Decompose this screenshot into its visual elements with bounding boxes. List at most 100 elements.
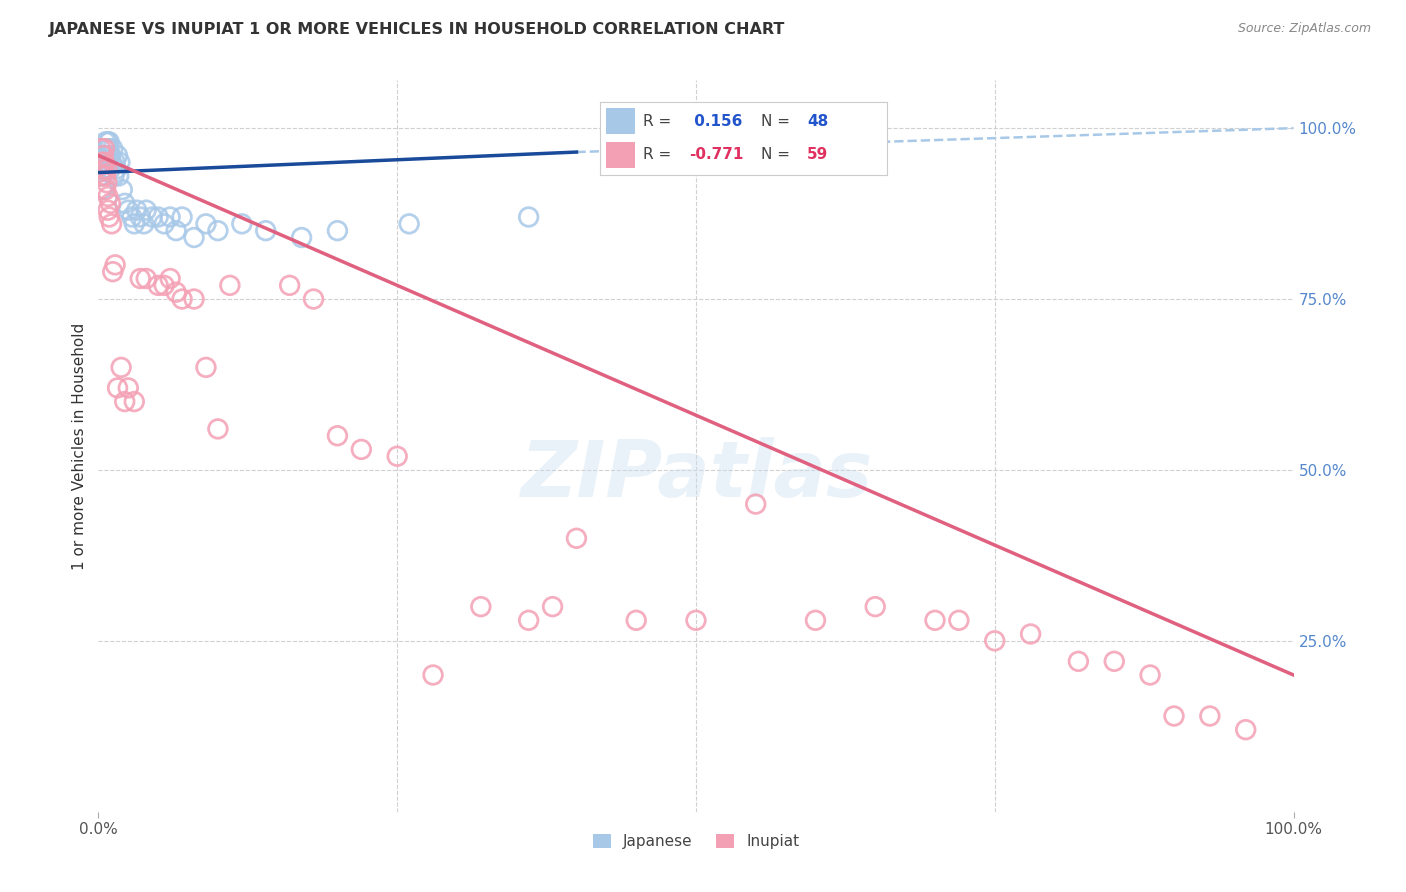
Point bbox=[91, 148, 114, 162]
Point bbox=[984, 633, 1007, 648]
Point bbox=[108, 155, 131, 169]
Point bbox=[124, 217, 146, 231]
Point bbox=[94, 148, 117, 162]
Point bbox=[93, 155, 115, 169]
Point bbox=[326, 224, 349, 238]
Point bbox=[470, 599, 492, 614]
Point bbox=[148, 210, 170, 224]
Point bbox=[1163, 709, 1185, 723]
Point bbox=[107, 169, 129, 183]
Point bbox=[93, 142, 115, 156]
Point bbox=[1139, 668, 1161, 682]
Point bbox=[98, 210, 121, 224]
Point bbox=[153, 278, 176, 293]
Point bbox=[101, 265, 124, 279]
Legend: Japanese, Inupiat: Japanese, Inupiat bbox=[586, 828, 806, 855]
Point bbox=[398, 217, 420, 231]
Point bbox=[105, 162, 128, 177]
Point bbox=[865, 599, 887, 614]
Point bbox=[96, 142, 118, 156]
Point bbox=[94, 135, 117, 149]
Point bbox=[125, 203, 148, 218]
Point bbox=[135, 271, 157, 285]
Point bbox=[132, 217, 155, 231]
Point bbox=[91, 148, 114, 162]
Point bbox=[129, 210, 152, 224]
Point bbox=[1067, 654, 1090, 668]
Point bbox=[98, 148, 122, 162]
Point bbox=[100, 217, 122, 231]
Point bbox=[278, 278, 301, 293]
Point bbox=[141, 210, 163, 224]
Point bbox=[96, 155, 118, 169]
Point bbox=[291, 230, 314, 244]
Y-axis label: 1 or more Vehicles in Household: 1 or more Vehicles in Household bbox=[72, 322, 87, 570]
Point bbox=[385, 449, 409, 463]
Point bbox=[100, 155, 122, 169]
Point bbox=[422, 668, 444, 682]
Point bbox=[172, 292, 194, 306]
Point bbox=[254, 224, 277, 238]
Point bbox=[98, 196, 122, 211]
Point bbox=[195, 217, 218, 231]
Point bbox=[804, 613, 827, 627]
Point bbox=[94, 183, 117, 197]
Point bbox=[1104, 654, 1126, 668]
Point bbox=[745, 497, 768, 511]
Point bbox=[101, 142, 124, 156]
Point bbox=[117, 381, 139, 395]
Point bbox=[91, 169, 114, 183]
Point bbox=[91, 183, 114, 197]
Point bbox=[114, 196, 136, 211]
Point bbox=[541, 599, 564, 614]
Point bbox=[326, 429, 349, 443]
Point bbox=[148, 278, 170, 293]
Point bbox=[98, 162, 122, 177]
Point bbox=[207, 422, 229, 436]
Point bbox=[129, 271, 152, 285]
Point bbox=[517, 210, 540, 224]
Point bbox=[1019, 627, 1042, 641]
Point bbox=[626, 613, 648, 627]
Text: JAPANESE VS INUPIAT 1 OR MORE VEHICLES IN HOUSEHOLD CORRELATION CHART: JAPANESE VS INUPIAT 1 OR MORE VEHICLES I… bbox=[49, 22, 786, 37]
Point bbox=[96, 162, 118, 177]
Point bbox=[90, 169, 112, 183]
Text: Source: ZipAtlas.com: Source: ZipAtlas.com bbox=[1237, 22, 1371, 36]
Point bbox=[90, 142, 112, 156]
Point bbox=[135, 203, 157, 218]
Point bbox=[183, 292, 205, 306]
Point bbox=[685, 613, 707, 627]
Point bbox=[103, 169, 125, 183]
Point bbox=[231, 217, 253, 231]
Point bbox=[97, 148, 120, 162]
Point bbox=[1234, 723, 1257, 737]
Point bbox=[107, 381, 129, 395]
Point bbox=[96, 176, 118, 190]
Point bbox=[98, 135, 121, 149]
Point bbox=[98, 142, 121, 156]
Point bbox=[350, 442, 373, 457]
Point bbox=[111, 183, 134, 197]
Point bbox=[153, 217, 176, 231]
Point bbox=[97, 203, 120, 218]
Point bbox=[94, 169, 117, 183]
Point bbox=[110, 360, 132, 375]
Point bbox=[91, 162, 114, 177]
Point bbox=[195, 360, 218, 375]
Point bbox=[565, 531, 588, 545]
Point bbox=[91, 155, 114, 169]
Point bbox=[165, 224, 187, 238]
Point bbox=[302, 292, 325, 306]
Point bbox=[207, 224, 229, 238]
Point bbox=[159, 271, 181, 285]
Point bbox=[97, 135, 120, 149]
Point bbox=[924, 613, 946, 627]
Point bbox=[107, 148, 129, 162]
Point bbox=[121, 210, 143, 224]
Point bbox=[91, 162, 114, 177]
Point bbox=[1199, 709, 1222, 723]
Point bbox=[117, 203, 139, 218]
Point bbox=[93, 142, 115, 156]
Point bbox=[948, 613, 970, 627]
Point bbox=[159, 210, 181, 224]
